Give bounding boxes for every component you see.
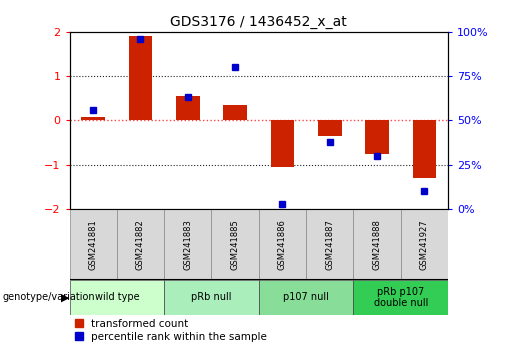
Bar — [353, 209, 401, 280]
Text: pRb null: pRb null — [191, 292, 232, 302]
Bar — [270, 120, 294, 167]
Text: wild type: wild type — [95, 292, 139, 302]
Bar — [117, 209, 164, 280]
Bar — [401, 209, 448, 280]
Text: GSM241883: GSM241883 — [183, 219, 192, 270]
Bar — [176, 96, 200, 120]
Bar — [129, 36, 152, 120]
Text: GSM241885: GSM241885 — [231, 219, 239, 270]
Bar — [353, 280, 448, 315]
Text: GSM241881: GSM241881 — [89, 219, 98, 270]
Bar — [413, 120, 436, 178]
Text: GSM241888: GSM241888 — [372, 219, 382, 270]
Text: GSM241882: GSM241882 — [136, 219, 145, 270]
Bar — [164, 209, 212, 280]
Bar — [212, 209, 259, 280]
Text: ▶: ▶ — [61, 292, 70, 302]
Bar — [318, 120, 341, 136]
Bar — [224, 105, 247, 120]
Text: genotype/variation: genotype/variation — [3, 292, 95, 302]
Text: GSM241887: GSM241887 — [325, 219, 334, 270]
Bar — [259, 280, 353, 315]
Text: p107 null: p107 null — [283, 292, 329, 302]
Text: pRb p107
double null: pRb p107 double null — [373, 286, 428, 308]
Bar — [70, 209, 117, 280]
Legend: transformed count, percentile rank within the sample: transformed count, percentile rank withi… — [75, 319, 267, 342]
Bar — [306, 209, 353, 280]
Text: GSM241927: GSM241927 — [420, 219, 429, 270]
Bar — [365, 120, 389, 154]
Title: GDS3176 / 1436452_x_at: GDS3176 / 1436452_x_at — [170, 16, 347, 29]
Bar — [164, 280, 259, 315]
Bar — [259, 209, 306, 280]
Bar — [70, 280, 164, 315]
Text: GSM241886: GSM241886 — [278, 219, 287, 270]
Bar — [81, 117, 105, 120]
